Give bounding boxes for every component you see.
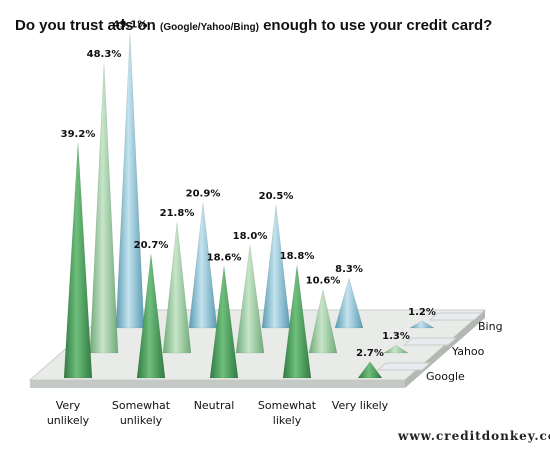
cone-bing-2 (261, 204, 291, 329)
chart-title-suffix: enough to use your credit card? (259, 17, 492, 34)
legend-plate-bing (428, 312, 484, 321)
value-label-bing-3: 8.3% (335, 264, 363, 275)
chart-title: Do you trust ads on (Google/Yahoo/Bing) … (15, 17, 492, 34)
value-label-google-2: 18.6% (207, 252, 242, 263)
category-label-4: Very likely (332, 399, 389, 412)
chart-title-prefix: Do you trust ads on (15, 17, 160, 34)
value-label-yahoo-3: 10.6% (306, 275, 341, 286)
value-label-google-4: 2.7% (356, 348, 384, 359)
value-label-google-3: 18.8% (280, 251, 315, 262)
floor-front (30, 380, 405, 388)
cone-google-3 (282, 265, 312, 379)
value-label-yahoo-1: 21.8% (160, 208, 195, 219)
legend-plate-google (376, 362, 432, 371)
category-label-3: Somewhat likely (258, 399, 317, 427)
legend-plate-yahoo (402, 337, 458, 346)
cone-yahoo-4 (382, 344, 410, 354)
value-label-bing-0: 49.1% (113, 19, 148, 30)
value-label-bing-1: 20.9% (186, 189, 221, 200)
chart-title-middle: (Google/Yahoo/Bing) (160, 22, 259, 33)
value-label-yahoo-4: 1.3% (382, 331, 410, 342)
cone-bing-3 (334, 277, 364, 329)
category-label-1: Somewhat unlikely (112, 399, 171, 427)
cone-google-4 (357, 361, 383, 379)
category-label-2: Neutral (194, 399, 235, 412)
value-label-google-1: 20.7% (134, 240, 169, 251)
category-label-0: Very unlikely (47, 399, 90, 427)
cone-yahoo-2 (235, 244, 265, 354)
cone-layer (63, 33, 436, 379)
credit-text: www.creditdonkey.com (397, 429, 550, 443)
value-label-bing-4: 1.2% (408, 307, 436, 318)
legend-label-bing: Bing (478, 320, 503, 333)
cone-bing-0 (115, 33, 145, 329)
value-label-bing-2: 20.5% (259, 191, 294, 202)
value-label-yahoo-2: 18.0% (233, 231, 268, 242)
cone-yahoo-0 (89, 63, 119, 354)
cone-yahoo-1 (162, 222, 192, 354)
value-label-google-0: 39.2% (61, 129, 96, 140)
category-label-layer: Very unlikely Somewhat unlikely Neutral Somew… (47, 399, 389, 427)
cone-bing-4 (408, 320, 436, 329)
value-label-yahoo-0: 48.3% (87, 49, 122, 60)
cone-google-1 (136, 253, 166, 379)
legend-label-google: Google (426, 370, 465, 383)
cone-bing-1 (188, 202, 218, 329)
cone-google-0 (63, 142, 93, 379)
cone-yahoo-3 (308, 289, 338, 354)
legend-label-yahoo: Yahoo (451, 345, 485, 358)
value-label-layer: 49.1% 20.9% 20.5% 8.3% 1.2% 48.3% 21.8% 18.0% 10… (61, 19, 436, 358)
floor-side (405, 310, 485, 388)
cone-google-2 (209, 266, 239, 379)
